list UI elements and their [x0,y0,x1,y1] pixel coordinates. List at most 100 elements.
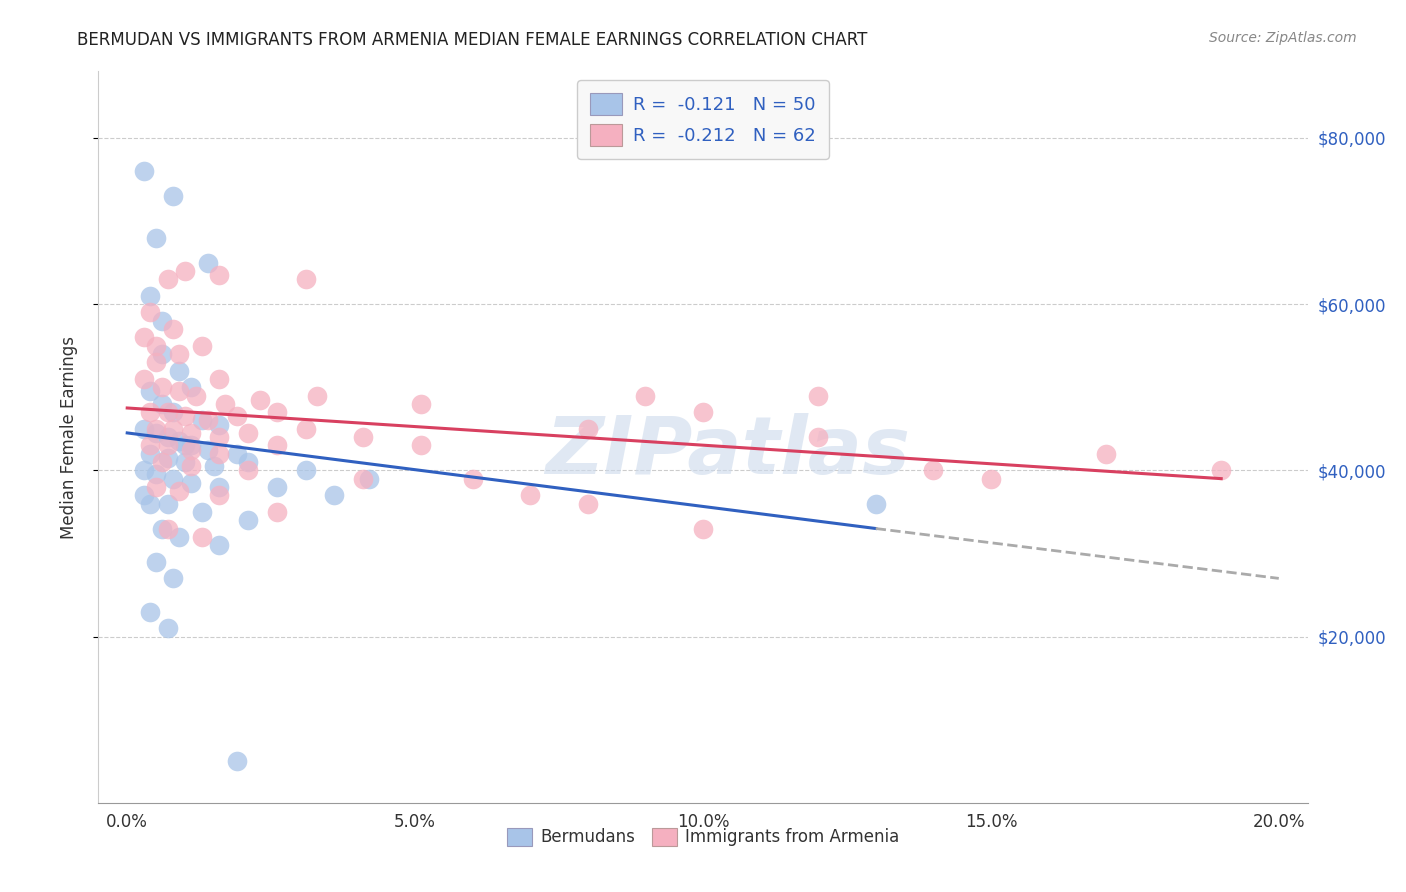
Point [692,521,714,535]
Point [180,380,202,394]
Point [807,388,830,402]
Point [266,480,288,494]
Point [191,505,214,519]
Point [409,438,432,452]
Point [294,272,316,286]
Point [150,380,173,394]
Point [167,434,190,449]
Point [197,413,219,427]
Point [236,455,259,469]
Text: BERMUDAN VS IMMIGRANTS FROM ARMENIA MEDIAN FEMALE EARNINGS CORRELATION CHART: BERMUDAN VS IMMIGRANTS FROM ARMENIA MEDI… [77,31,868,49]
Point [692,405,714,419]
Point [134,488,156,502]
Point [139,447,162,461]
Point [266,505,288,519]
Point [208,538,231,552]
Point [145,230,167,244]
Point [202,459,225,474]
Point [922,463,945,477]
Point [634,388,657,402]
Point [225,754,247,768]
Point [191,338,214,352]
Point [180,438,202,452]
Point [156,272,179,286]
Point [145,555,167,569]
Point [191,530,214,544]
Text: ZIPatlas: ZIPatlas [544,413,910,491]
Point [352,472,374,486]
Point [167,484,190,499]
Point [236,463,259,477]
Point [266,438,288,452]
Point [150,347,173,361]
Point [145,467,167,482]
Point [208,447,231,461]
Point [294,463,316,477]
Point [145,338,167,352]
Point [208,488,231,502]
Point [145,480,167,494]
Point [180,459,202,474]
Point [156,438,179,452]
Point [1095,447,1118,461]
Point [180,425,202,440]
Point [145,355,167,369]
Point [225,409,247,424]
Point [180,442,202,457]
Point [156,621,179,635]
Point [173,409,195,424]
Point [323,488,346,502]
Point [180,475,202,490]
Legend: Bermudans, Immigrants from Armenia: Bermudans, Immigrants from Armenia [501,821,905,853]
Point [162,571,184,585]
Point [139,497,162,511]
Point [214,397,236,411]
Point [139,305,162,319]
Point [162,422,184,436]
Point [208,372,231,386]
Point [134,372,156,386]
Point [208,417,231,432]
Point [307,388,329,402]
Point [150,521,173,535]
Point [225,447,247,461]
Point [208,430,231,444]
Point [294,422,316,436]
Point [576,422,599,436]
Point [266,405,288,419]
Point [1211,463,1233,477]
Point [576,497,599,511]
Point [173,455,195,469]
Y-axis label: Median Female Earnings: Median Female Earnings [59,335,77,539]
Point [156,405,179,419]
Point [409,397,432,411]
Point [139,605,162,619]
Point [139,289,162,303]
Point [236,425,259,440]
Point [134,164,156,178]
Point [139,405,162,419]
Point [519,488,541,502]
Point [461,472,484,486]
Point [980,472,1002,486]
Point [156,450,179,465]
Point [162,322,184,336]
Point [191,413,214,427]
Point [156,497,179,511]
Point [162,189,184,203]
Point [156,521,179,535]
Point [208,480,231,494]
Point [150,314,173,328]
Point [807,430,830,444]
Point [145,425,167,440]
Point [197,255,219,269]
Point [145,422,167,436]
Point [134,330,156,344]
Point [208,268,231,282]
Point [173,264,195,278]
Point [150,397,173,411]
Point [197,442,219,457]
Point [865,497,887,511]
Point [352,430,374,444]
Point [150,455,173,469]
